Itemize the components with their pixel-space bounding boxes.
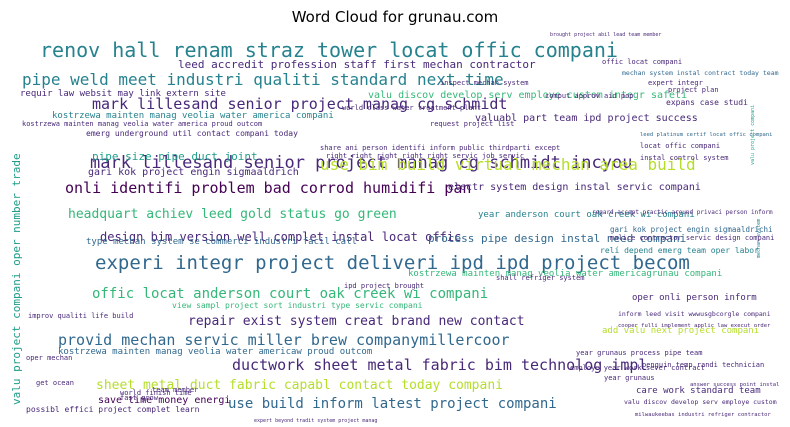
word-cloud-phrase: oper onli person inform — [632, 293, 757, 303]
word-cloud-phrase: year grunaus — [604, 374, 655, 382]
word-cloud-phrase: leed platinum certif locat offic compani — [640, 132, 772, 138]
word-cloud-phrase: get ocean — [36, 379, 74, 387]
word-cloud-phrase: valuabl part team ipd project success — [475, 113, 698, 124]
word-cloud-phrase: regard accept practic around privaci per… — [592, 209, 773, 216]
word-cloud-phrase: right right right right right servic job… — [326, 152, 524, 160]
word-cloud-phrase: pipe size pipe duct joint — [92, 150, 258, 163]
word-cloud-phrase: answer success point instal — [690, 382, 779, 388]
word-cloud-phrase: type mechan system se commerci industri … — [86, 237, 357, 247]
word-cloud-phrase: cooper fulli implement applic law execut… — [618, 323, 771, 329]
word-cloud-phrase: offic locat anderson court oak creek wi … — [92, 286, 488, 302]
word-cloud-phrase: expert integr — [648, 79, 703, 87]
word-cloud-phrase: use build inform latest project compani — [228, 396, 557, 412]
word-cloud-phrase: milwaukeebas industri refriger contracto… — [635, 412, 771, 418]
word-cloud-phrase: save time money energi — [98, 395, 230, 406]
word-cloud-phrase: penguin temp randi technician — [642, 361, 764, 369]
word-cloud-phrase: shall refriger system — [496, 274, 585, 282]
word-cloud-phrase: world class water treatment plant — [342, 104, 481, 112]
word-cloud-phrase: ipd project brought — [344, 282, 424, 290]
word-cloud-phrase: mechan system — [756, 219, 762, 258]
word-cloud-phrase: locat offic compani — [640, 142, 720, 150]
word-cloud-phrase: improv qualiti life build — [28, 312, 133, 320]
word-cloud-phrase: kostrzewa mainten manag veolia water ame… — [408, 269, 722, 279]
word-cloud-phrase: ductwork sheet metal fabric bim technolo… — [232, 356, 647, 374]
word-cloud-phrase: expans case studi — [666, 98, 748, 107]
word-cloud-phrase: mechan system instal contract today team — [622, 69, 779, 77]
word-cloud-phrase: year anderson court oak creek wi compani — [478, 210, 695, 220]
word-cloud-phrase: project plan — [668, 86, 719, 94]
word-cloud-phrase: kostrzewa mainten manag veolia water ame… — [22, 120, 262, 128]
word-cloud-phrase: oper mechan — [26, 354, 72, 362]
word-cloud-phrase: valu discov develop serv employe custom — [624, 398, 777, 406]
word-cloud-phrase: add valu next project compani — [602, 326, 759, 336]
cloud-background — [8, 33, 782, 420]
word-cloud-phrase: pipe weld meet industri qualiti standard… — [22, 70, 504, 89]
word-cloud-phrase: process pipe design instal need compani — [428, 232, 686, 245]
word-cloud-phrase: offic locat compani — [602, 58, 682, 66]
chart-title: Word Cloud for grunau.com — [291, 8, 499, 26]
word-cloud-phrase: view sampl project sort industri type se… — [172, 301, 423, 310]
word-cloud-phrase: use bim build virtual mechan area build — [320, 155, 696, 174]
word-cloud-phrase: provid mechan servic miller brew company… — [58, 331, 510, 349]
word-cloud-phrase: headquart achiev leed gold status go gre… — [68, 207, 397, 222]
word-cloud-words: renov hall renam straz tower locat offic… — [10, 32, 779, 424]
word-cloud-phrase: electr system design instal servic compa… — [448, 182, 701, 193]
word-cloud-phrase: request project list — [430, 120, 514, 128]
word-cloud-phrase: fast grow — [120, 394, 159, 402]
word-cloud-phrase: employe year work sever contract — [570, 364, 705, 372]
word-cloud-phrase: mark lillesand senior project manag cg s… — [92, 95, 507, 113]
word-cloud-phrase: relí depend emerg team oper labor — [600, 246, 759, 255]
word-cloud-phrase: kostrzewa mainten manag veolia water ame… — [52, 111, 334, 121]
word-cloud-phrase: kostrzewa mainten manag veolia water ame… — [58, 347, 372, 357]
word-cloud-phrase: gari kok project engin sigmaaldrichi — [610, 225, 773, 234]
word-cloud-phrase: care work standard team — [636, 386, 761, 396]
word-cloud-phrase: year grunaus process pipe team — [576, 349, 702, 357]
word-cloud-phrase: expert beyond tradit system project mana… — [254, 418, 377, 424]
word-cloud-phrase: share ani person identifi inform public … — [320, 144, 560, 152]
word-cloud-phrase: valu project compani — [750, 105, 756, 165]
word-cloud-phrase: repair exist system creat brand new cont… — [188, 314, 525, 329]
word-cloud-phrase: brought project abil lead team member — [550, 32, 661, 38]
word-cloud-phrase: gari kok project engin sigmaaldrich — [88, 167, 299, 178]
word-cloud-phrase: renov hall renam straz tower locat offic… — [40, 38, 618, 62]
word-cloud-phrase: requir law websit may link extern site — [20, 89, 226, 99]
word-cloud-phrase: possibl effici project complet learn — [26, 405, 200, 414]
word-cloud-phrase: valu project compani oper number trade — [10, 153, 23, 405]
word-cloud-phrase: onli identifi problem bad corrod humidif… — [65, 179, 471, 197]
word-cloud-phrase: sheet metal duct fabric capabl contact t… — [96, 378, 503, 393]
word-cloud-phrase: instal control system — [640, 154, 729, 162]
word-cloud-phrase: leed accredit profession staff first mec… — [178, 58, 536, 71]
word-cloud-phrase: emerg underground util contact compani t… — [86, 129, 298, 138]
word-cloud-phrase: team member — [152, 386, 198, 394]
word-cloud-phrase: design bim version well complet instal l… — [100, 230, 461, 244]
word-cloud-phrase: malice contractor servic design compani — [610, 234, 774, 242]
word-cloud-phrase: valu discov develop serv employe custom … — [368, 90, 687, 101]
word-cloud-phrase: mark lillesand senior project manag cg s… — [90, 153, 632, 173]
word-cloud-phrase: experi integr project deliveri ipd ipd p… — [95, 252, 690, 274]
word-cloud-phrase: inform leed visit wwwusgbcorgle compani — [618, 310, 771, 318]
word-cloud-phrase: inspect mechan system — [440, 79, 529, 87]
word-cloud-phrase: comput approv aid pop — [545, 92, 634, 100]
word-cloud-phrase: world finish time — [120, 389, 192, 397]
